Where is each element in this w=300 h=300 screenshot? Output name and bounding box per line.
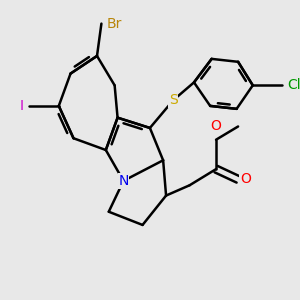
Text: Br: Br: [107, 16, 122, 31]
Text: S: S: [169, 93, 178, 107]
Text: I: I: [20, 99, 24, 113]
Text: O: O: [240, 172, 251, 186]
Text: N: N: [118, 174, 129, 188]
Text: Cl: Cl: [287, 78, 300, 92]
Text: O: O: [211, 119, 221, 134]
